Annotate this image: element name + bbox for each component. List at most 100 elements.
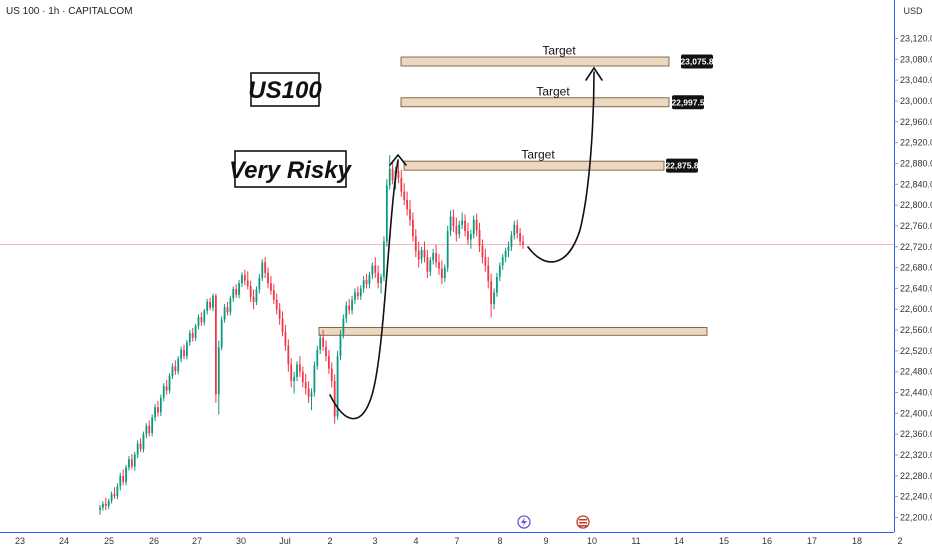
candle-body — [119, 475, 122, 487]
candle-body — [197, 317, 200, 326]
y-tick-label: 22,480.0 — [900, 367, 932, 377]
candle-body — [365, 280, 368, 285]
candle-body — [159, 397, 162, 413]
candle-body — [272, 290, 275, 300]
candle-body — [496, 276, 498, 293]
y-tick-label: 22,520.0 — [900, 346, 932, 356]
candle-body — [435, 253, 437, 263]
lightning-glyph-icon — [521, 517, 527, 527]
candle-body — [374, 265, 377, 273]
arrowhead-2-icon — [585, 66, 603, 81]
candle-body — [504, 250, 507, 258]
candle-body — [371, 265, 374, 275]
candle-body — [226, 307, 229, 313]
candle-body — [316, 349, 319, 366]
candle-body — [406, 199, 409, 210]
target-price-tag — [681, 54, 713, 69]
candle-body — [348, 305, 351, 311]
candle-body — [319, 337, 322, 350]
candle-body — [255, 289, 258, 302]
candle-body — [327, 356, 330, 369]
y-tick-label: 22,800.0 — [900, 200, 932, 210]
candle-body — [203, 310, 206, 323]
target-price-tag — [666, 158, 698, 173]
candle-body — [287, 345, 290, 365]
candle-body — [139, 443, 142, 450]
candle-body — [403, 191, 406, 200]
candle-body — [296, 364, 298, 377]
candle-body — [336, 356, 339, 417]
x-tick-label: 18 — [852, 536, 862, 546]
candle-body — [151, 417, 154, 434]
candle-body — [493, 292, 495, 305]
candles — [99, 155, 524, 515]
candle-body — [101, 503, 104, 508]
very-risky-note-box — [234, 150, 347, 188]
candle-body — [217, 347, 220, 395]
x-tick-label: 7 — [454, 536, 459, 546]
y-tick-label: 22,360.0 — [900, 429, 932, 439]
candle-body — [412, 219, 414, 237]
candle-body — [464, 220, 466, 232]
x-tick-label: 16 — [762, 536, 772, 546]
x-tick-label: 3 — [372, 536, 377, 546]
candle-body — [223, 307, 226, 320]
candle-body — [270, 283, 272, 291]
x-tick-label: 2 — [897, 536, 902, 546]
candle-body — [513, 224, 516, 236]
target-price-tag-text: 23,075.8 — [680, 57, 713, 67]
candle-body — [501, 257, 504, 266]
candle-body — [391, 168, 394, 181]
candle-body — [229, 298, 232, 313]
x-tick-label: 2 — [327, 536, 332, 546]
target-zone — [400, 56, 670, 67]
candle-body — [238, 283, 240, 295]
candle-body — [510, 235, 513, 247]
candle-body — [284, 332, 287, 346]
y-tick-label: 22,680.0 — [900, 263, 932, 273]
candle-body — [145, 425, 148, 435]
candle-body — [304, 382, 307, 389]
candle-body — [180, 349, 183, 359]
candle-body — [310, 392, 313, 397]
target-price-tag-text: 22,997.5 — [671, 97, 704, 107]
candle-body — [490, 281, 493, 305]
x-tick-label: 11 — [631, 536, 640, 546]
candle-body — [467, 231, 469, 240]
y-tick-label: 23,080.0 — [900, 54, 932, 64]
y-tick-label: 22,320.0 — [900, 450, 932, 460]
candle-body — [162, 386, 165, 398]
candle-body — [220, 319, 223, 348]
y-tick-label: 22,880.0 — [900, 158, 932, 168]
candle-body — [165, 386, 168, 391]
x-tick-label: Jul — [279, 536, 291, 546]
candle-body — [186, 342, 188, 357]
candle-body — [345, 305, 348, 319]
candle-body — [116, 486, 119, 497]
candle-body — [209, 301, 211, 308]
target-zone — [400, 97, 670, 108]
candle-body — [322, 337, 324, 347]
candle-body — [293, 376, 296, 382]
candle-body — [461, 220, 464, 225]
candle-body — [339, 334, 342, 357]
candle-body — [426, 257, 429, 272]
candle-body — [125, 467, 127, 483]
candle-body — [429, 260, 432, 272]
candle-body — [519, 233, 522, 242]
target-zones: Target 23,075.8 Target 22,997.5 Target 22,875… — [318, 44, 714, 336]
projection-arrow-up-1 — [329, 159, 399, 420]
x-tick-label: 23 — [15, 536, 25, 546]
candle-body — [264, 262, 267, 273]
candle-body — [290, 364, 293, 382]
target-price-tag — [672, 95, 704, 110]
flag-stripe-icon — [579, 519, 587, 521]
y-tick-label: 22,280.0 — [900, 471, 932, 481]
x-tick-label: 24 — [59, 536, 69, 546]
x-axis-panel — [0, 532, 894, 550]
candle-body — [377, 272, 380, 284]
candle-body — [368, 274, 371, 285]
candle-body — [359, 288, 362, 297]
candle-body — [104, 503, 107, 507]
